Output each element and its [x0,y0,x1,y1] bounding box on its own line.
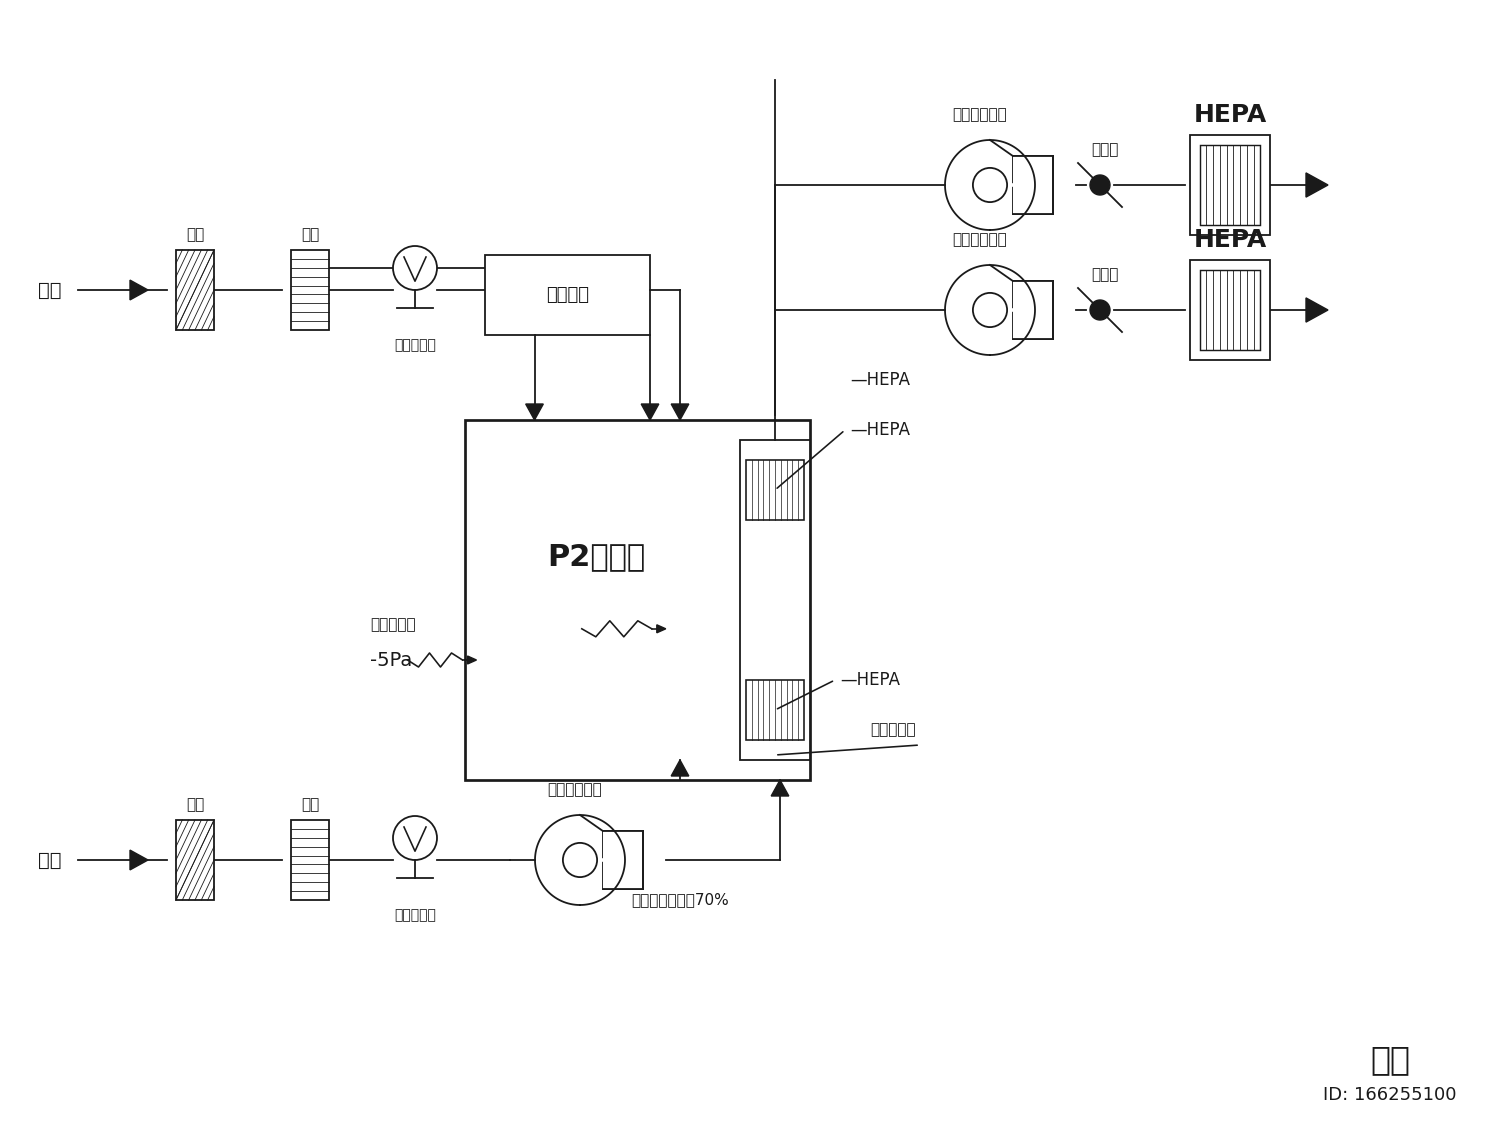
Polygon shape [670,404,688,420]
Circle shape [974,168,1006,202]
Bar [176,820,214,900]
Polygon shape [640,404,658,420]
Text: 风机盘管: 风机盘管 [546,286,590,304]
Text: 中效: 中效 [302,798,320,812]
Text: HEPA: HEPA [1194,228,1266,252]
Text: HEPA: HEPA [1194,104,1266,127]
Bar [291,250,328,330]
Circle shape [393,816,436,860]
Bar [1190,260,1270,360]
Text: 安全柜补风机: 安全柜补风机 [548,783,603,798]
Bar [740,440,810,760]
Bar [1200,270,1260,350]
Text: 新风: 新风 [39,280,62,299]
Bar [465,420,810,780]
Bar [603,830,644,889]
Text: 电动密闭阀: 电动密闭阀 [394,908,436,922]
Circle shape [393,246,436,290]
Text: 中效: 中效 [302,227,320,243]
Bar [291,820,328,900]
Text: 主实验室：: 主实验室： [370,618,416,632]
Circle shape [974,292,1006,327]
Circle shape [1090,176,1110,195]
Bar [176,250,214,330]
Text: ID: 166255100: ID: 166255100 [1323,1086,1456,1104]
Bar [1013,281,1053,340]
Polygon shape [1306,173,1328,197]
Bar [1190,135,1270,235]
Bar [1200,145,1260,225]
Text: 粗效: 粗效 [186,227,204,243]
Text: 粗效: 粗效 [186,798,204,812]
Text: —HEPA: —HEPA [850,371,910,389]
Polygon shape [468,656,477,664]
Bar [1013,281,1053,340]
Text: 安全柜排风机: 安全柜排风机 [952,108,1008,123]
Text: 实验室排风机: 实验室排风机 [952,233,1008,248]
Polygon shape [657,624,666,632]
Polygon shape [525,404,543,420]
Polygon shape [130,280,148,300]
Text: -5Pa: -5Pa [370,650,413,669]
Text: 补风: 补风 [39,850,62,870]
Bar [1013,155,1053,214]
Circle shape [1090,300,1110,319]
Text: 止回阀: 止回阀 [1092,143,1119,158]
Polygon shape [1306,298,1328,322]
Bar [1013,155,1053,214]
Bar [484,255,650,335]
Text: 电动密闭阀: 电动密闭阀 [394,338,436,352]
Text: P2实验室: P2实验室 [548,542,645,572]
Polygon shape [670,760,688,776]
Text: —HEPA: —HEPA [840,670,900,688]
Text: 安全柜排风量的70%: 安全柜排风量的70% [632,892,729,908]
Text: 知末: 知末 [1370,1044,1410,1077]
Text: —HEPA: —HEPA [850,421,910,439]
Bar [746,460,804,520]
Text: 止回阀: 止回阀 [1092,268,1119,282]
Circle shape [562,843,597,878]
Polygon shape [771,780,789,796]
Bar [603,830,642,889]
Text: 生物安全柜: 生物安全柜 [870,722,915,738]
Polygon shape [130,850,148,870]
Bar [746,680,804,740]
